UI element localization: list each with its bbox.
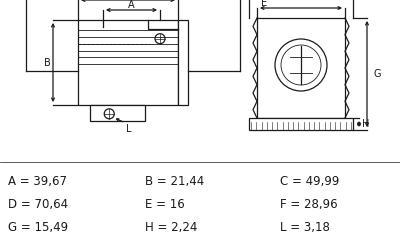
Text: B: B	[44, 58, 50, 67]
Bar	[249, 118, 353, 130]
Text: B = 21,44: B = 21,44	[145, 175, 204, 188]
Text: E = 16: E = 16	[145, 198, 185, 211]
Text: H: H	[362, 119, 369, 129]
Text: D = 70,64: D = 70,64	[8, 198, 68, 211]
Text: G: G	[373, 69, 380, 79]
Text: E: E	[261, 0, 267, 8]
Text: A = 39,67: A = 39,67	[8, 175, 67, 188]
Bar	[78, 20, 178, 105]
Text: H = 2,24: H = 2,24	[145, 221, 197, 234]
Text: G = 15,49: G = 15,49	[8, 221, 68, 234]
Bar	[178, 20, 188, 105]
Text: F = 28,96: F = 28,96	[280, 198, 338, 211]
Text: L = 3,18: L = 3,18	[280, 221, 330, 234]
Bar	[257, 18, 345, 118]
Bar	[90, 105, 145, 121]
Text: C = 49,99: C = 49,99	[280, 175, 339, 188]
Text: A: A	[128, 0, 135, 10]
Text: L: L	[126, 124, 132, 134]
